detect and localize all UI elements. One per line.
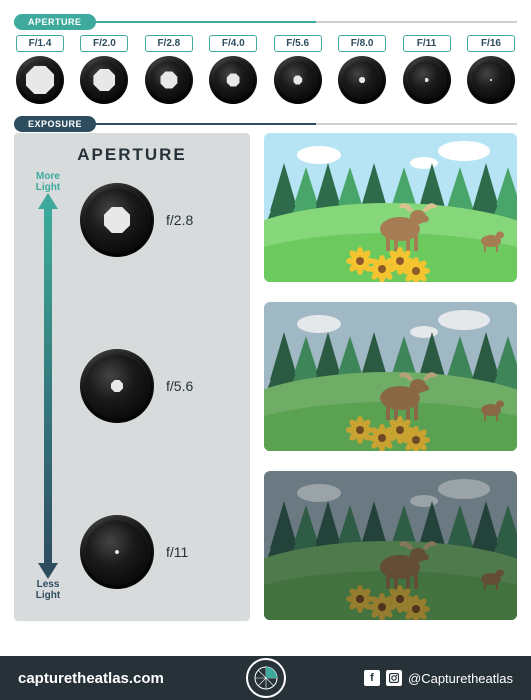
aperture-label: F/1.4 [16, 35, 64, 52]
aperture-item: F/5.6 [274, 35, 322, 104]
aperture-item: F/1.4 [16, 35, 64, 104]
arrow-down-icon [38, 563, 58, 579]
aperture-label: F/11 [403, 35, 451, 52]
arrow-shaft [44, 207, 52, 565]
instagram-icon [386, 670, 402, 686]
scene-previews [264, 133, 517, 621]
scene-preview [264, 471, 517, 620]
lens-samples-column: f/2.8 f/5.6 f/11 [70, 171, 238, 601]
exposure-aperture-panel: APERTURE MoreLight LessLight f/2.8 f/5.6… [14, 133, 250, 621]
lens-sample: f/11 [80, 515, 238, 589]
less-light-label: LessLight [36, 579, 60, 601]
footer-url: capturetheatlas.com [18, 670, 164, 687]
aperture-section-tag: APERTURE [14, 14, 96, 30]
aperture-item: F/4.0 [209, 35, 257, 104]
aperture-item: F/8.0 [338, 35, 386, 104]
facebook-icon: f [364, 670, 380, 686]
exposure-section-tag: EXPOSURE [14, 116, 96, 132]
lens-icon [338, 56, 386, 104]
aperture-value: f/5.6 [166, 378, 193, 394]
lens-icon [16, 56, 64, 104]
aperture-label: F/2.0 [80, 35, 128, 52]
lens-icon [403, 56, 451, 104]
aperture-item: F/2.8 [145, 35, 193, 104]
more-light-label: MoreLight [36, 171, 60, 193]
panel-title: APERTURE [26, 145, 238, 165]
lens-icon [274, 56, 322, 104]
footer-handle: @Capturetheatlas [408, 671, 513, 686]
lens-icon [80, 515, 154, 589]
aperture-item: F/16 [467, 35, 515, 104]
lens-icon [80, 349, 154, 423]
scene-preview [264, 302, 517, 451]
lens-icon [209, 56, 257, 104]
aperture-label: F/8.0 [338, 35, 386, 52]
aperture-label: F/4.0 [209, 35, 257, 52]
lens-sample: f/5.6 [80, 349, 238, 423]
aperture-value: f/11 [166, 544, 188, 560]
lens-icon [467, 56, 515, 104]
light-arrow: MoreLight LessLight [26, 171, 70, 601]
aperture-label: F/16 [467, 35, 515, 52]
lens-sample: f/2.8 [80, 183, 238, 257]
aperture-item: F/11 [403, 35, 451, 104]
aperture-value: f/2.8 [166, 212, 193, 228]
lens-icon [80, 56, 128, 104]
aperture-label: F/2.8 [145, 35, 193, 52]
aperture-scale-row: F/1.4 F/2.0 F/2.8 F/4.0 F/5.6 F/8.0 F/11… [14, 31, 517, 114]
lens-icon [145, 56, 193, 104]
aperture-item: F/2.0 [80, 35, 128, 104]
aperture-label: F/5.6 [274, 35, 322, 52]
footer-bar: capturetheatlas.com f @Capturetheatlas [0, 656, 531, 700]
scene-preview [264, 133, 517, 282]
lens-icon [80, 183, 154, 257]
footer-logo-icon [246, 658, 286, 698]
